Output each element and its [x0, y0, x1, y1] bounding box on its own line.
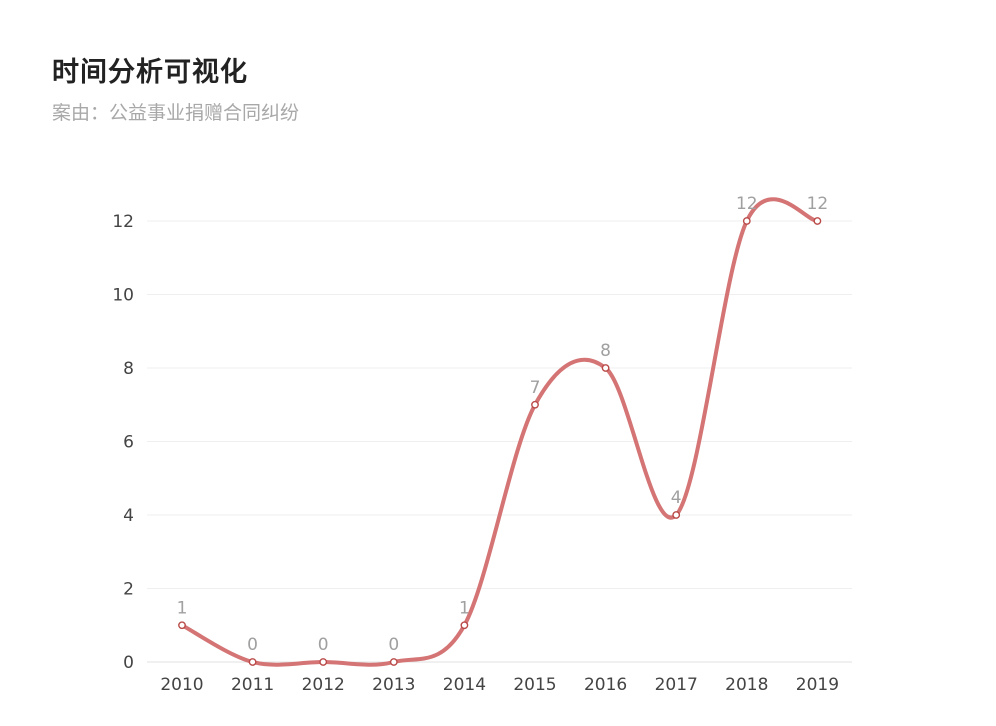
y-tick-label: 8 — [123, 359, 134, 379]
x-axis: 2010 2011 2012 2013 2014 2015 2016 2017 2018 2019 — [160, 675, 839, 695]
x-tick-label: 2010 — [160, 675, 203, 695]
data-label: 0 — [247, 635, 258, 655]
x-tick-label: 2015 — [513, 675, 556, 695]
data-point — [531, 400, 539, 409]
data-point — [389, 658, 398, 666]
y-tick-label: 2 — [123, 580, 134, 600]
y-tick-label: 4 — [123, 506, 134, 526]
data-label: 1 — [459, 598, 470, 618]
data-label: 7 — [530, 378, 541, 398]
data-label: 8 — [600, 341, 611, 361]
x-tick-label: 2016 — [584, 675, 627, 695]
page-subtitle: 案由：公益事业捐赠合同纠纷 — [52, 102, 300, 124]
data-point — [178, 621, 186, 630]
page-title: 时间分析可视化 — [52, 57, 248, 88]
data-point — [813, 217, 822, 225]
series-line — [180, 197, 820, 667]
data-label: 0 — [388, 635, 399, 655]
x-tick-label: 2014 — [443, 675, 486, 695]
data-label: 12 — [807, 194, 829, 214]
data-point — [248, 658, 257, 666]
y-tick-label: 10 — [112, 286, 134, 306]
x-tick-label: 2017 — [655, 675, 698, 695]
y-tick-label: 6 — [123, 433, 134, 453]
data-point — [601, 364, 610, 372]
y-tick-label: 0 — [123, 653, 134, 673]
y-tick-label: 12 — [112, 212, 134, 232]
data-point — [742, 217, 751, 225]
series-group — [180, 197, 820, 667]
data-label: 4 — [671, 488, 682, 508]
data-label: 12 — [736, 194, 758, 214]
data-point — [460, 621, 469, 630]
data-label: 1 — [177, 598, 188, 618]
x-tick-label: 2011 — [231, 675, 274, 695]
y-axis: 0 2 4 6 8 10 12 — [112, 212, 134, 673]
data-points — [178, 217, 822, 666]
grid-lines — [147, 220, 852, 663]
data-point — [319, 658, 328, 666]
x-tick-label: 2019 — [796, 675, 839, 695]
data-point — [672, 511, 681, 519]
data-labels: 1 0 0 0 1 7 8 4 12 12 — [177, 194, 829, 655]
x-tick-label: 2018 — [725, 675, 768, 695]
x-tick-label: 2013 — [372, 675, 415, 695]
x-tick-label: 2012 — [302, 675, 345, 695]
data-label: 0 — [318, 635, 329, 655]
